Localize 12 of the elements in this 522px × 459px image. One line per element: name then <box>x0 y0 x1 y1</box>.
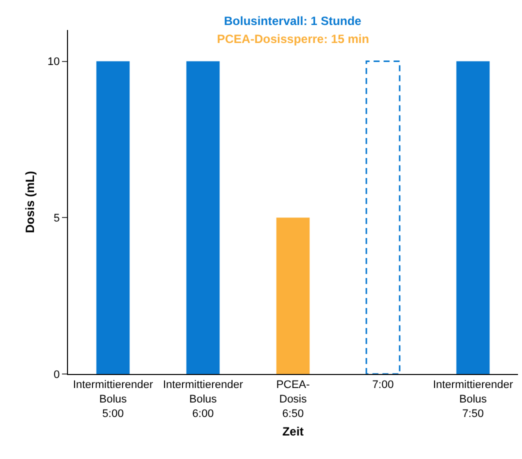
x-tick-label: Intermittierender Bolus 6:00 <box>162 379 244 420</box>
y-tick-label: 5 <box>54 212 60 224</box>
chart-subtitle: PCEA-Dosissperre: 15 min <box>217 32 370 46</box>
x-tick-label: PCEA- Dosis 6:50 <box>276 379 310 420</box>
chart-title: Bolusintervall: 1 Stunde <box>224 14 362 28</box>
x-tick-label: Intermittierender Bolus 5:00 <box>72 379 154 420</box>
y-tick-label: 0 <box>54 368 60 381</box>
y-tick-label: 10 <box>48 56 60 68</box>
x-tick-label: 7:00 <box>372 379 394 392</box>
y-axis-title: Dosis (mL) <box>23 170 37 234</box>
x-tick-label: Intermittierender Bolus 7:50 <box>432 379 514 420</box>
x-axis-title: Zeit <box>282 424 304 439</box>
